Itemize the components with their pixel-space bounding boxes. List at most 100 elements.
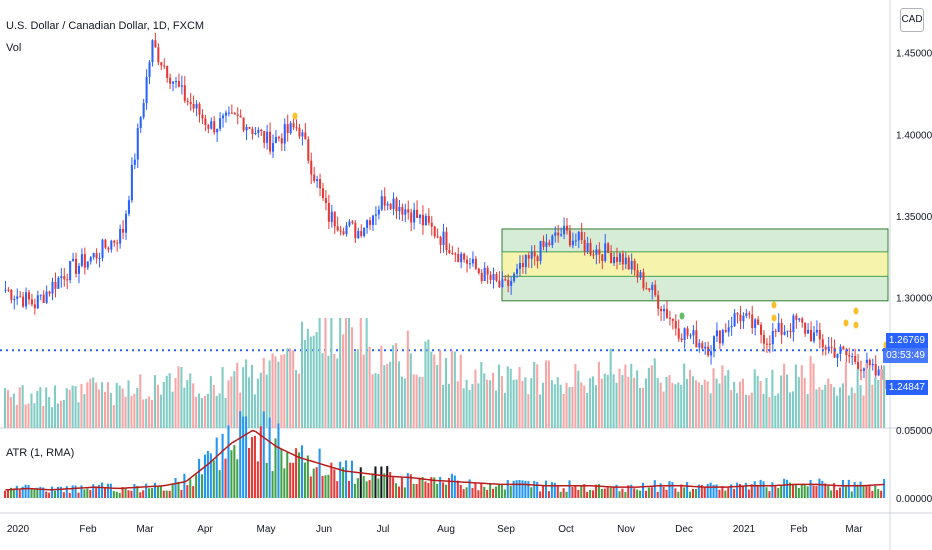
atr-bar — [324, 475, 327, 498]
atr-bar — [503, 489, 506, 498]
candle-body — [157, 47, 160, 63]
volume-bar — [406, 330, 409, 428]
atr-bar — [280, 448, 283, 498]
atr-bar — [106, 483, 109, 498]
candle-body — [592, 254, 595, 256]
volume-bar — [586, 392, 589, 428]
candle-body — [698, 343, 701, 348]
candle-body — [245, 126, 248, 131]
volume-bar — [174, 378, 177, 428]
candle-body — [598, 249, 601, 255]
atr-bar — [30, 488, 33, 498]
candle-body — [859, 369, 863, 371]
volume-bar — [98, 389, 101, 428]
volume-bar — [83, 394, 86, 428]
volume-bar — [830, 383, 833, 428]
volume-bar — [68, 389, 71, 428]
atr-bar — [330, 462, 333, 498]
volume-bar — [606, 374, 609, 428]
volume-bar — [659, 382, 662, 428]
currency-button[interactable]: CAD — [900, 8, 924, 32]
atr-bar — [697, 484, 700, 498]
candle-body — [77, 265, 80, 274]
atr-bar — [524, 480, 527, 498]
atr-tick-label: 0.00000 — [896, 494, 932, 505]
candle-body — [466, 259, 469, 264]
atr-bar — [233, 445, 236, 498]
atr-bar — [812, 485, 815, 498]
volume-bar — [333, 354, 336, 428]
candle-body — [695, 330, 698, 348]
volume-bar — [236, 362, 239, 428]
atr-bar — [253, 435, 256, 498]
atr-bar — [674, 488, 677, 498]
volume-indicator-label[interactable]: Vol — [6, 42, 22, 54]
volume-bar — [392, 345, 395, 428]
candle-body — [239, 115, 242, 118]
atr-bar — [71, 485, 74, 498]
volume-bar — [809, 356, 812, 428]
candle-body — [42, 294, 45, 303]
volume-bar — [844, 362, 847, 428]
volume-bar — [615, 382, 618, 428]
candle-body — [862, 368, 865, 371]
volume-bar — [127, 380, 130, 428]
candle-body — [45, 291, 48, 303]
atr-bar — [12, 488, 15, 498]
candle-body — [483, 267, 486, 281]
candle-body — [251, 128, 254, 135]
candle-body — [524, 254, 527, 267]
candle-body — [468, 263, 472, 265]
candle-body — [854, 356, 857, 362]
candle-body — [451, 253, 454, 255]
volume-bar — [262, 358, 265, 428]
candle-body — [454, 253, 457, 255]
candle-body — [492, 274, 495, 280]
candle-body — [477, 268, 480, 273]
time-tick-label: Dec — [675, 524, 693, 535]
volume-bar — [877, 379, 880, 428]
volume-bar — [838, 387, 842, 428]
symbol-title[interactable]: U.S. Dollar / Canadian Dollar, 1D, FXCM — [6, 20, 205, 32]
candle-body — [498, 280, 501, 288]
atr-bar — [318, 448, 321, 498]
candle-body — [374, 214, 377, 216]
candle-body — [771, 330, 774, 345]
atr-bar — [262, 411, 265, 498]
candle-body — [539, 241, 542, 262]
candle-body — [545, 242, 548, 247]
volume-bar — [103, 391, 107, 428]
volume-bar — [859, 385, 862, 428]
volume-bar — [827, 378, 830, 428]
volume-bar — [115, 382, 118, 428]
candle-body — [636, 270, 639, 278]
atr-bar — [633, 488, 636, 498]
time-tick-label: Feb — [790, 524, 808, 535]
volume-bar — [283, 354, 286, 428]
volume-bar — [483, 373, 486, 428]
atr-bar — [124, 488, 127, 498]
candle-body — [739, 314, 742, 322]
atr-bar — [750, 484, 753, 498]
volume-bar — [836, 395, 839, 428]
candle-body — [651, 284, 654, 291]
candle-body — [301, 132, 304, 137]
volume-bar — [518, 366, 521, 428]
volume-bar — [527, 394, 530, 428]
candle-body — [213, 121, 216, 133]
atr-indicator-label[interactable]: ATR (1, RMA) — [6, 447, 75, 459]
candle-body — [248, 126, 251, 129]
volume-bar — [203, 395, 206, 428]
atr-bar — [759, 479, 762, 498]
atr-bar — [306, 455, 309, 498]
volume-bar — [377, 373, 380, 428]
volume-bar — [198, 393, 201, 428]
candle-body — [363, 227, 366, 236]
volume-bar — [315, 332, 318, 428]
candle-body — [98, 258, 101, 260]
volume-bar — [597, 361, 600, 428]
volume-bar — [783, 363, 786, 428]
atr-bar — [821, 480, 824, 498]
atr-bar — [677, 491, 680, 498]
